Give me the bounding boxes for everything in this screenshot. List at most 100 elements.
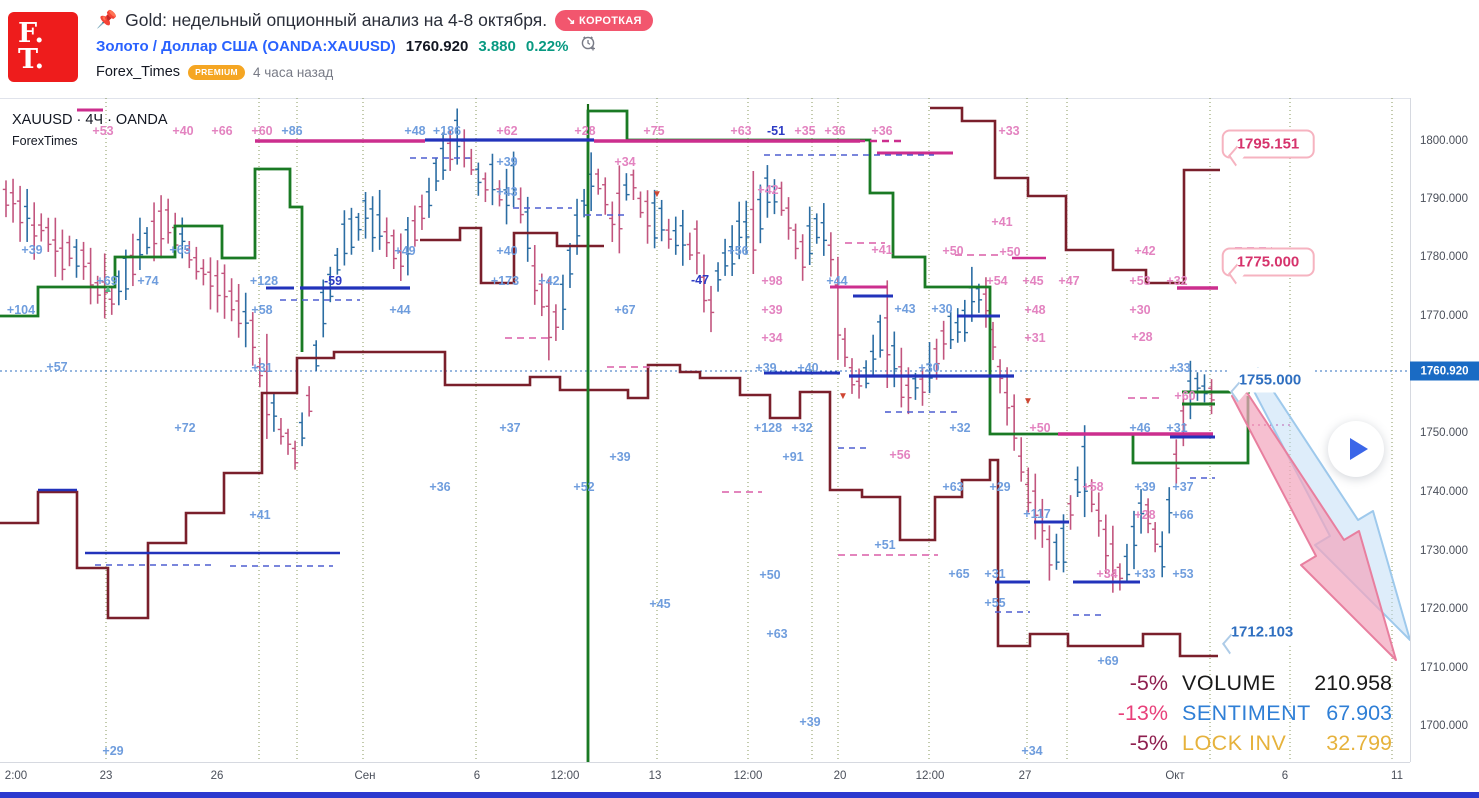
change-percent: 0.22% (525, 37, 569, 55)
y-axis-label: 1700.000 (1420, 720, 1468, 732)
time-axis[interactable]: 2:00 23 26 Сен 6 12:00 13 12:00 20 12:00 27 Окт 6 11 (0, 762, 1410, 793)
svg-text:▼: ▼ (1023, 396, 1033, 407)
svg-text:+51: +51 (874, 538, 895, 552)
author-name[interactable]: Forex_Times (96, 64, 181, 80)
svg-text:+47: +47 (1058, 274, 1079, 288)
y-axis-label: 1730.000 (1420, 545, 1468, 557)
svg-text:+30: +30 (918, 361, 939, 375)
svg-text:+63: +63 (942, 480, 963, 494)
svg-text:+58: +58 (1082, 480, 1103, 494)
y-axis-label: 1720.000 (1420, 603, 1468, 615)
svg-text:+39: +39 (761, 303, 782, 317)
svg-text:+31: +31 (1166, 421, 1187, 435)
x-axis-label: 26 (210, 770, 224, 782)
svg-text:+48: +48 (404, 124, 425, 138)
svg-text:+46: +46 (1129, 421, 1150, 435)
svg-text:+173: +173 (491, 274, 519, 288)
price-callout-1775: 1775.000 (1221, 247, 1315, 277)
svg-text:+32: +32 (791, 421, 812, 435)
premium-badge: PREMIUM (188, 64, 246, 80)
svg-text:+43: +43 (894, 302, 915, 316)
svg-text:+50: +50 (759, 568, 780, 582)
svg-text:+186: +186 (433, 124, 461, 138)
svg-text:+128: +128 (250, 274, 278, 288)
svg-text:+43: +43 (496, 185, 517, 199)
svg-text:+33: +33 (1134, 567, 1155, 581)
svg-text:+63: +63 (766, 627, 787, 641)
forex-times-logo[interactable]: F. T. (8, 12, 78, 82)
symbol-link[interactable]: Золото / Доллар США (OANDA:XAUUSD) (96, 37, 396, 55)
idea-header: F. T. 📌 Gold: недельный опционный анализ … (0, 0, 1479, 99)
svg-text:+44: +44 (389, 303, 410, 317)
svg-text:+53: +53 (92, 124, 113, 138)
svg-text:+52: +52 (573, 480, 594, 494)
svg-text:+37: +37 (499, 421, 520, 435)
svg-text:+69: +69 (1097, 654, 1118, 668)
legend-author: ForexTimes (12, 134, 78, 148)
y-axis-label: 1740.000 (1420, 486, 1468, 498)
svg-text:+53: +53 (1172, 567, 1193, 581)
svg-text:+60: +60 (1174, 389, 1195, 403)
svg-text:+50: +50 (942, 244, 963, 258)
ticker-row: Золото / Доллар США (OANDA:XAUUSD) 1760.… (96, 34, 598, 58)
svg-text:+104: +104 (7, 303, 35, 317)
svg-text:+42: +42 (1134, 244, 1155, 258)
lockinv-pct: -5% (1129, 730, 1168, 755)
play-icon (1350, 438, 1368, 460)
svg-text:+117: +117 (1023, 507, 1051, 521)
svg-text:+39: +39 (799, 715, 820, 729)
legend-symbol[interactable]: XAUUSD · 4Ч · OANDA (12, 112, 168, 128)
svg-text:+40: +40 (797, 361, 818, 375)
volume-label: VOLUME (1182, 670, 1276, 695)
svg-text:+29: +29 (102, 744, 123, 758)
svg-text:+40: +40 (496, 244, 517, 258)
svg-text:+66: +66 (1172, 508, 1193, 522)
play-button[interactable] (1328, 421, 1384, 477)
x-axis-label: 27 (1018, 770, 1032, 782)
last-price: 1760.920 (405, 37, 469, 55)
svg-text:+91: +91 (782, 450, 803, 464)
stat-row-lockinv: -5% LOCK INV 32.799 (1100, 728, 1392, 758)
svg-text:-51: -51 (767, 124, 785, 138)
svg-text:+41: +41 (249, 508, 270, 522)
stat-row-sentiment: -13% SENTIMENT 67.903 (1100, 698, 1392, 728)
svg-text:+39: +39 (496, 155, 517, 169)
chart-legend: XAUUSD · 4Ч · OANDA ForexTimes (12, 112, 168, 148)
svg-text:+56: +56 (889, 448, 910, 462)
x-axis-label: 6 (1281, 770, 1289, 782)
add-alert-icon[interactable] (580, 35, 598, 57)
price-callout-1795: 1795.151 (1221, 129, 1315, 159)
svg-text:+67: +67 (614, 303, 635, 317)
svg-text:+28: +28 (1134, 508, 1155, 522)
svg-text:+44: +44 (826, 274, 847, 288)
x-axis-label: 12:00 (733, 770, 763, 782)
price-axis[interactable]: 1800.000 1790.000 1780.000 1770.000 1750.000… (1410, 98, 1479, 762)
bottom-scrollbar[interactable] (0, 792, 1479, 798)
short-position-badge[interactable]: ↘ КОРОТКАЯ (555, 9, 653, 31)
x-axis-label: Сен (354, 770, 376, 782)
svg-text:+58: +58 (251, 303, 272, 317)
svg-text:▼: ▼ (652, 189, 662, 200)
svg-text:-47: -47 (691, 273, 709, 287)
x-axis-label: Окт (1165, 770, 1185, 782)
svg-text:+37: +37 (1172, 480, 1193, 494)
volume-pct: -5% (1129, 670, 1168, 695)
pushpin-icon: 📌 (96, 10, 118, 29)
lockinv-value: 32.799 (1326, 730, 1392, 755)
sentiment-value: 67.903 (1326, 700, 1392, 725)
svg-text:+50: +50 (1029, 421, 1050, 435)
svg-text:+39: +39 (609, 450, 630, 464)
page-title: Gold: недельный опционный анализ на 4-8 … (125, 9, 548, 30)
svg-text:+74: +74 (137, 274, 158, 288)
price-callout-1755: 1755.000 (1225, 367, 1315, 393)
svg-text:+39: +39 (1134, 480, 1155, 494)
svg-text:+36: +36 (824, 124, 845, 138)
svg-text:+31: +31 (1024, 331, 1045, 345)
svg-text:+62: +62 (496, 124, 517, 138)
current-price-tag: 1760.920 (1410, 361, 1479, 381)
svg-text:+42: +42 (538, 274, 559, 288)
stat-row-volume: -5% VOLUME 210.958 (1100, 668, 1392, 698)
svg-text:+54: +54 (986, 274, 1007, 288)
